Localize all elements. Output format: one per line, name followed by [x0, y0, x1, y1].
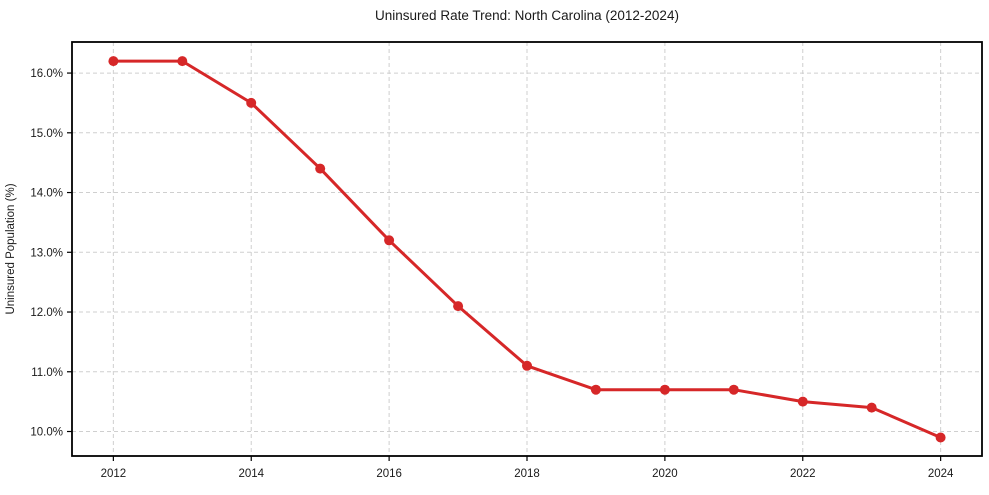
- x-tick-label: 2012: [101, 468, 127, 480]
- y-tick-label: 14.0%: [30, 188, 63, 200]
- y-axis-label: Uninsured Population (%): [5, 183, 17, 314]
- y-tick-label: 13.0%: [30, 247, 63, 259]
- x-tick-label: 2022: [790, 468, 816, 480]
- chart-title: Uninsured Rate Trend: North Carolina (20…: [375, 8, 679, 23]
- data-point: [453, 301, 464, 312]
- data-point: [659, 384, 670, 395]
- data-series: [108, 56, 946, 443]
- y-tick-label: 11.0%: [31, 367, 63, 379]
- data-point: [246, 97, 257, 108]
- x-tick-label: 2016: [376, 468, 402, 480]
- data-point: [797, 396, 808, 407]
- y-tick-label: 15.0%: [30, 128, 63, 140]
- axes: 10.0% 11.0% 12.0% 13.0% 14.0% 15.0% 16.0% 2012 2…: [30, 41, 983, 480]
- y-tick-label: 12.0%: [30, 307, 63, 319]
- y-tick-label: 16.0%: [30, 68, 63, 80]
- data-point: [590, 384, 601, 395]
- x-tick-label: 2024: [928, 468, 954, 480]
- x-tick-label: 2020: [652, 468, 678, 480]
- data-point: [384, 235, 395, 246]
- data-point: [866, 402, 877, 413]
- data-point: [522, 360, 532, 371]
- data-point: [935, 432, 946, 443]
- x-tick-label: 2014: [238, 468, 264, 480]
- x-tick-label: 2018: [514, 468, 540, 480]
- grid-lines: [72, 42, 982, 456]
- data-point: [728, 384, 739, 395]
- plot-border: [71, 41, 983, 457]
- data-point: [177, 56, 188, 67]
- y-tick-label: 10.0%: [30, 427, 63, 439]
- data-point: [108, 56, 119, 67]
- data-point: [315, 163, 326, 174]
